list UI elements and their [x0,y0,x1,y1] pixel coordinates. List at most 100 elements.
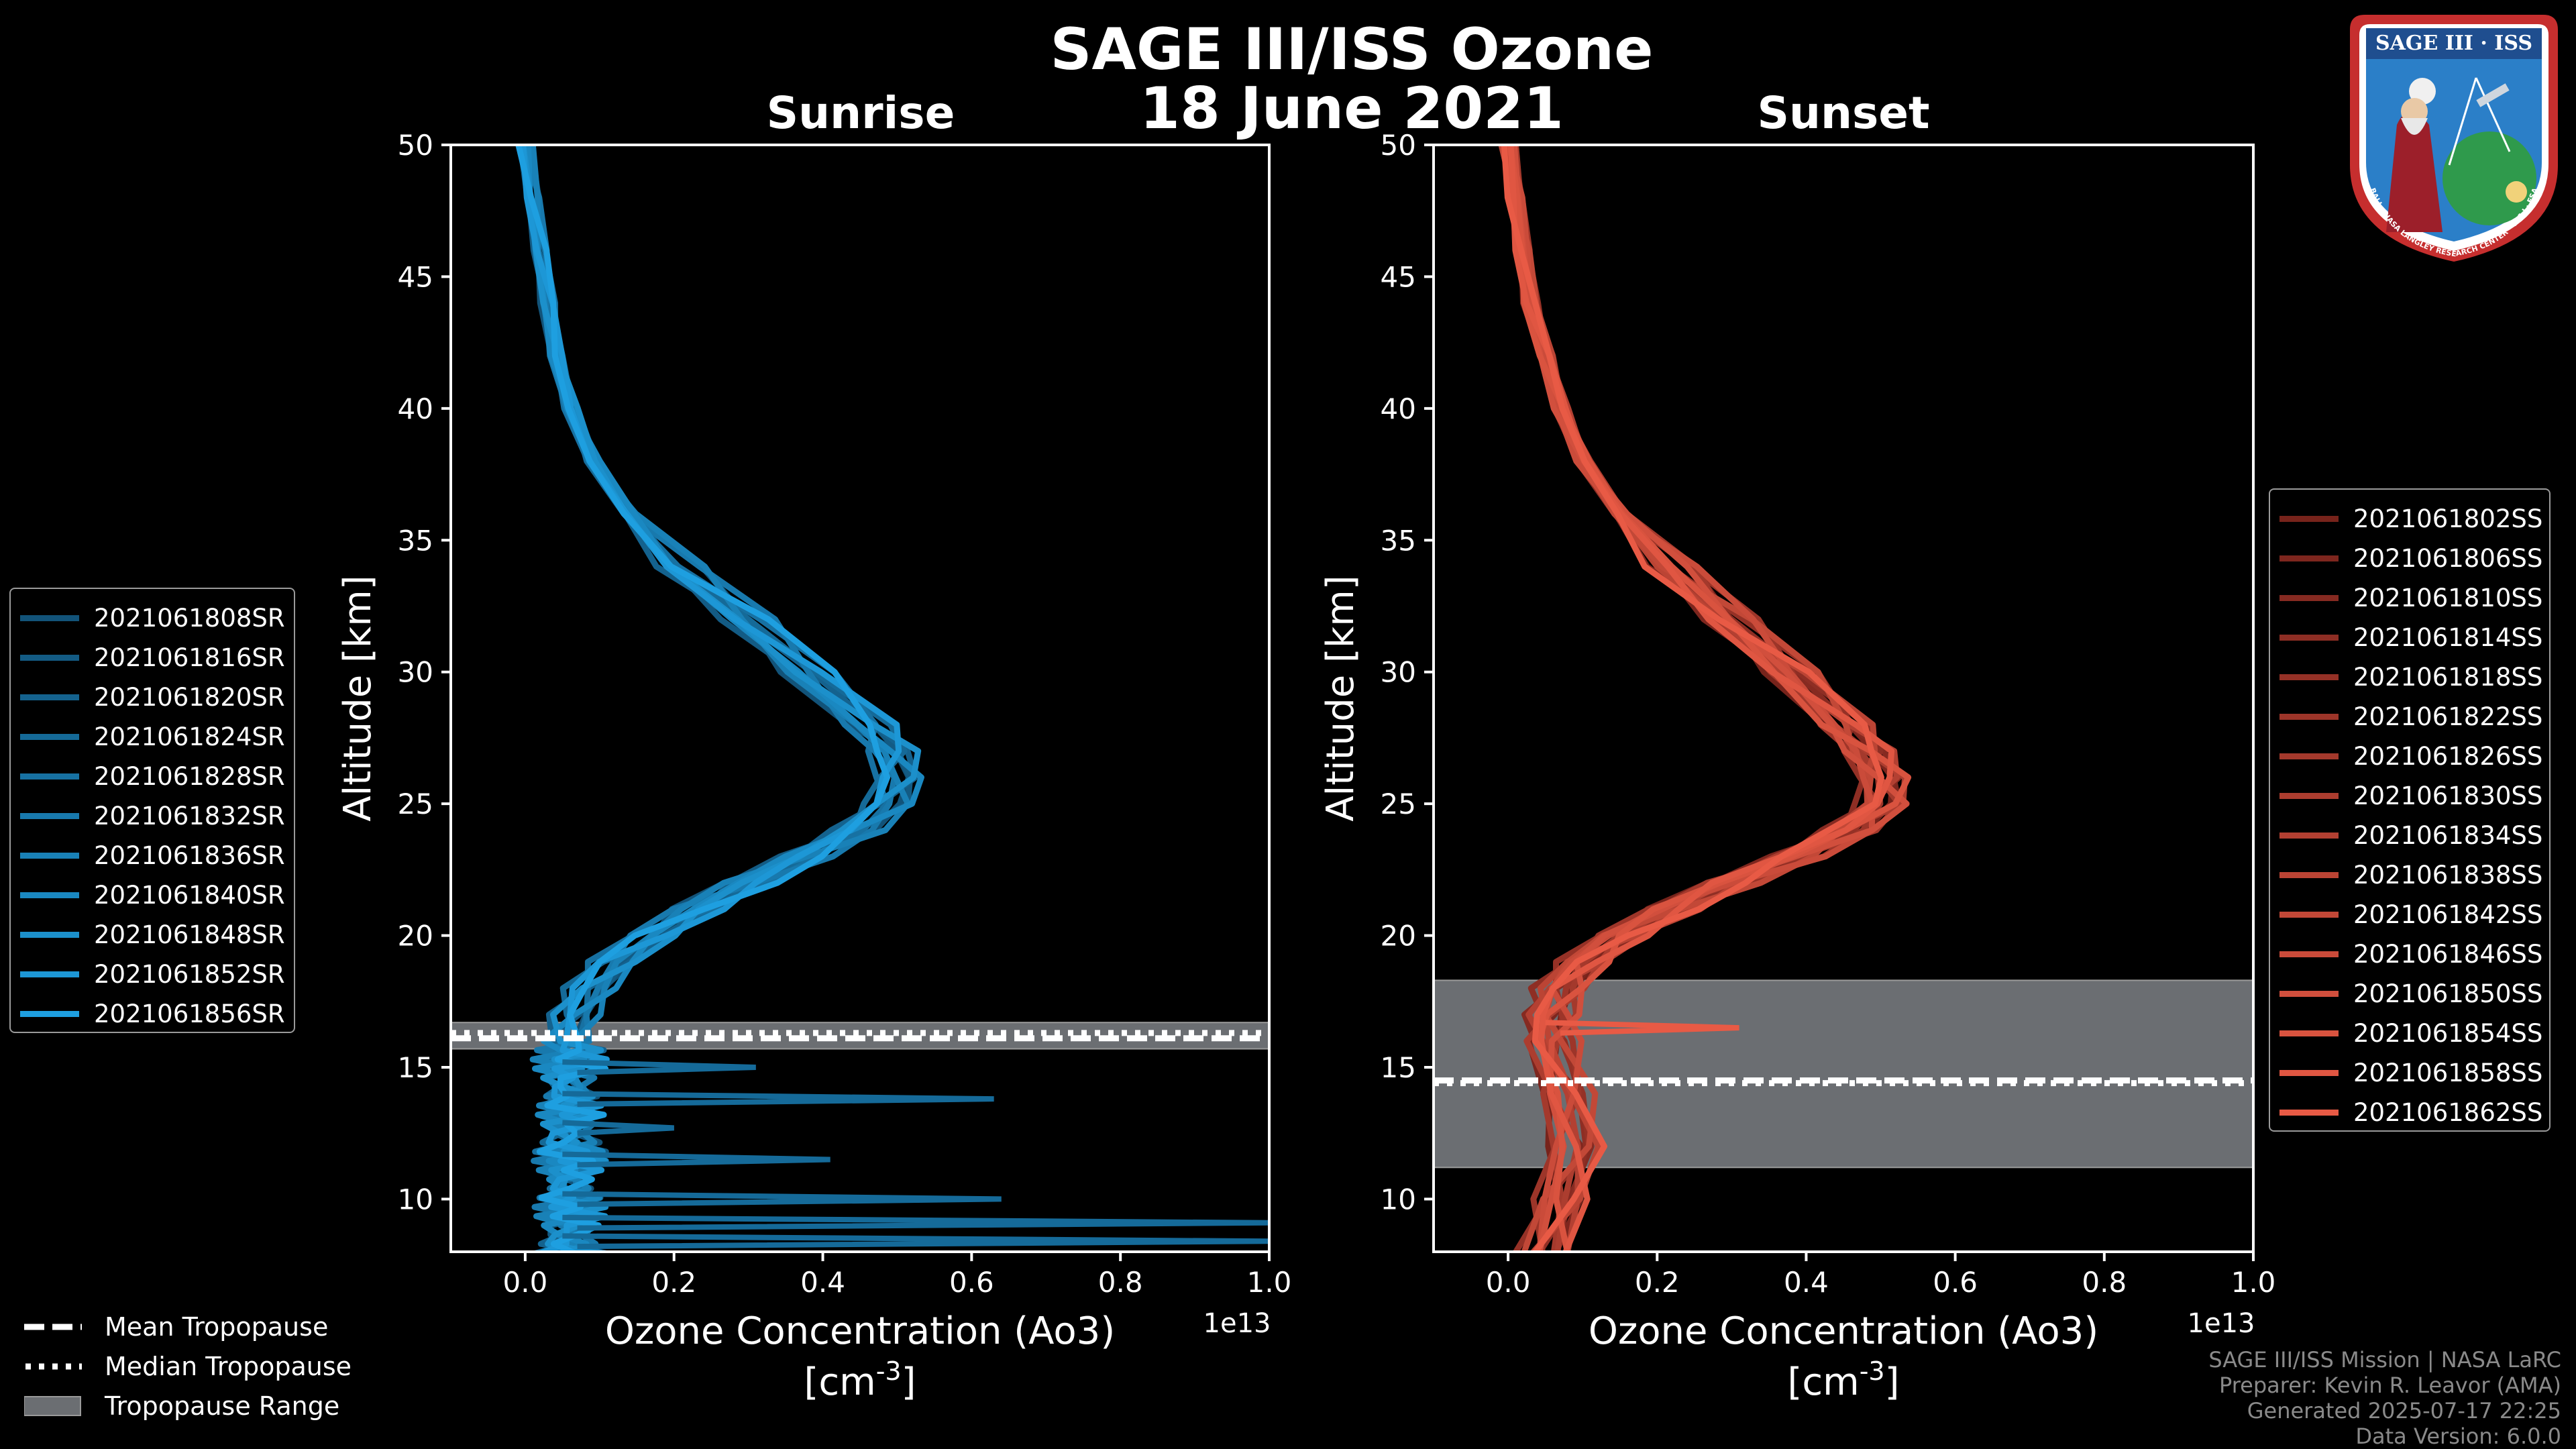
legend-label: 2021061814SS [2353,623,2543,652]
legend-swatch [2279,635,2339,641]
sunset-xtick-label: 0.6 [1933,1266,1978,1299]
legend-label: 2021061840SR [94,881,285,910]
sunrise-plot: 0.0 0.2 0.4 0.6 0.8 1.0 10 15 20 25 30 35 40 45 50 1e13… [336,129,1291,1404]
legend-swatch [2279,912,2339,918]
sunset-ytick-label: 30 [1381,656,1416,689]
mean-tropopause-swatch [24,1324,82,1330]
sunrise-xtick-label: 0.8 [1098,1266,1143,1299]
legend-item: 2021061828SR [11,757,285,796]
chart-title-line2: 18 June 2021 [1140,75,1564,142]
legend-item: 2021061846SS [2270,934,2542,974]
sunset-x-axis-units: [cm-3] [1788,1356,1900,1404]
legend-item: 2021061836SR [11,836,285,875]
sunset-ytick-label: 45 [1381,260,1416,293]
legend-swatch [2279,951,2339,957]
legend-label: 2021061838SS [2353,861,2543,890]
sunset-frame [1432,144,2255,1253]
sunrise-xtick-label: 0.6 [949,1266,994,1299]
sunset-y-axis-label: Altitude [km] [1319,575,1362,821]
legend-label: 2021061818SS [2353,663,2543,692]
legend-swatch [2279,872,2339,878]
legend-item: 2021061820SR [11,678,285,717]
sunset-ytick-label: 25 [1381,788,1416,820]
tropopause-legend: Mean Tropopause Median Tropopause Tropop… [24,1307,352,1426]
sunrise-frame [449,144,1271,1253]
sunrise-ytick-label: 35 [398,524,433,557]
sunrise-spike-5 [562,1214,1269,1231]
legend-label: 2021061808SR [94,604,285,633]
legend-swatch [20,773,79,780]
legend-label: 2021061854SS [2353,1019,2543,1048]
legend-label: 2021061834SS [2353,821,2543,850]
legend-swatch [2279,516,2339,522]
legend-item: 2021061838SS [2270,855,2542,895]
legend-item: 2021061848SR [11,915,285,955]
legend-label: 2021061832SR [94,802,285,830]
sunrise-panel-title: Sunrise [766,87,955,139]
sunset-x-axis-label: Ozone Concentration (Ao3) [1589,1309,2098,1353]
legend-label: 2021061836SR [94,841,285,870]
legend-item: 2021061810SS [2270,578,2542,618]
legend-item: 2021061852SR [11,955,285,994]
sunset-x-offset-label: 1e13 [2188,1308,2255,1339]
footer-preparer: Preparer: Kevin R. Leavor (AMA) [2218,1373,2561,1398]
legend-swatch [20,932,79,938]
legend-label: 2021061820SR [94,683,285,712]
legend-swatch [2279,1070,2339,1076]
legend-swatch [20,734,79,740]
sunrise-spike-0 [562,1059,756,1075]
median-tropopause-swatch [25,1363,82,1369]
sunset-plot: 0.0 0.2 0.4 0.6 0.8 1.0 10 15 20 25 30 35 40 45 50 1e13… [1319,129,2275,1404]
sunset-spike-0 [1545,1020,1739,1036]
legend-swatch [2279,555,2339,561]
sunset-xtick-label: 0.8 [2082,1266,2127,1299]
median-tropopause-label: Median Tropopause [105,1351,352,1381]
legend-item: 2021061850SS [2270,974,2542,1014]
legend-swatch [20,615,79,621]
legend-label: 2021061858SS [2353,1059,2543,1087]
sunset-ytick-label: 40 [1381,392,1416,425]
legend-item: 2021061808SR [11,598,285,638]
legend-label: 2021061850SS [2353,979,2543,1008]
legend-item: 2021061842SS [2270,895,2542,934]
sunrise-spike-6 [562,1233,1269,1250]
legend-label: 2021061816SR [94,643,285,672]
footer-mission: SAGE III/ISS Mission | NASA LaRC [2208,1347,2561,1373]
legend-label: 2021061810SS [2353,584,2543,612]
footer-info: SAGE III/ISS Mission | NASA LaRC Prepare… [2208,1347,2561,1449]
legend-swatch [20,1011,79,1017]
sunset-xtick-label: 0.2 [1635,1266,1680,1299]
legend-item: 2021061854SS [2270,1014,2542,1053]
tropopause-range-label: Tropopause Range [105,1391,340,1421]
legend-label: 2021061846SS [2353,940,2543,969]
legend-item: 2021061822SS [2270,697,2542,737]
legend-swatch [20,971,79,977]
sunrise-x-axis-label: Ozone Concentration (Ao3) [605,1309,1115,1353]
sunrise-ytick-label: 40 [398,392,433,425]
legend-label: 2021061802SS [2353,504,2543,533]
legend-label: 2021061830SS [2353,782,2543,810]
legend-item: 2021061832SR [11,796,285,836]
sage-iii-mission-logo: SAGE III · ISS BALL · NASA LANGLEY RESEA… [2350,15,2558,262]
sunset-ytick-label: 15 [1381,1051,1416,1084]
legend-label: 2021061856SR [94,1000,285,1028]
legend-item: 2021061826SS [2270,737,2542,776]
legend-swatch [2279,753,2339,759]
sunrise-x-axis-units: [cm-3] [804,1356,916,1404]
legend-label: 2021061852SR [94,960,285,989]
sunrise-legend: 2021061808SR 2021061816SR 2021061820SR 2021… [9,588,295,1033]
legend-swatch [2279,595,2339,601]
legend-label: 2021061842SS [2353,900,2543,929]
legend-swatch [20,694,79,700]
sunrise-ytick-label: 20 [398,920,433,953]
sunrise-ytick-label: 45 [398,260,433,293]
sunrise-xtick-label: 0.4 [800,1266,845,1299]
legend-swatch [2279,674,2339,680]
legend-label: 2021061848SR [94,920,285,949]
sunrise-xtick-label: 1.0 [1247,1266,1292,1299]
mean-tropopause-label: Mean Tropopause [105,1311,329,1342]
logo-title: SAGE III · ISS [2375,32,2532,55]
sunset-xtick-label: 0.4 [1784,1266,1829,1299]
sunrise-spike-3 [562,1151,830,1168]
legend-item: 2021061818SS [2270,657,2542,697]
